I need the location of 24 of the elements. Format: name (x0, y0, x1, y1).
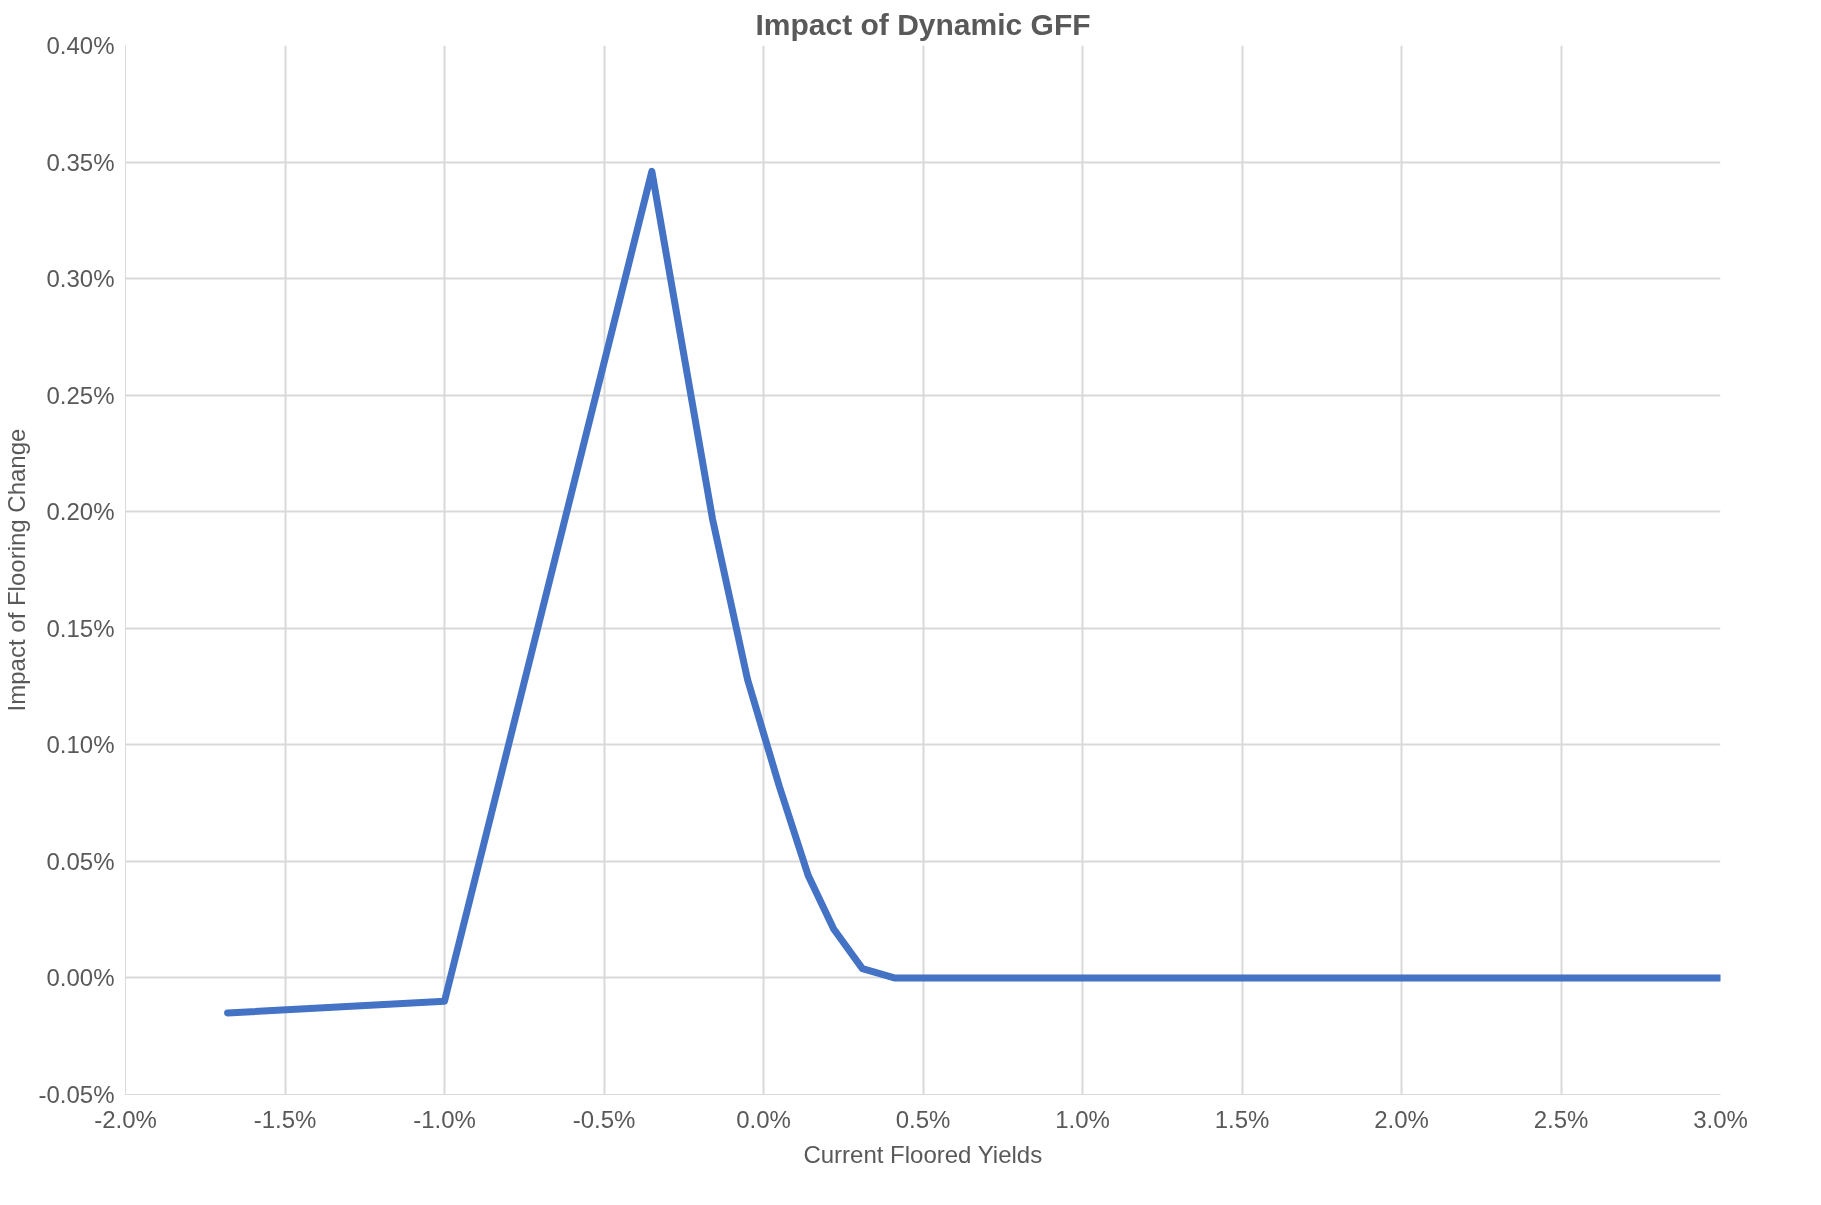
x-tick-label: -1.5% (253, 1105, 317, 1133)
x-tick-label: 0.5% (895, 1105, 951, 1133)
x-tick-label: -0.5% (572, 1105, 636, 1133)
y-tick-label: 0.30% (46, 265, 115, 293)
y-tick-label: 0.35% (46, 148, 115, 176)
x-tick-label: 2.0% (1374, 1105, 1429, 1133)
x-tick-label: -2.0% (94, 1105, 157, 1133)
x-tick-label: 1.5% (1214, 1105, 1270, 1133)
y-tick-label: 0.25% (46, 381, 115, 409)
chart-title: Impact of Dynamic GFF (755, 7, 1091, 41)
y-tick-label: 0.00% (46, 964, 115, 992)
y-tick-label: 0.10% (46, 731, 115, 759)
y-tick-label: 0.05% (46, 847, 115, 875)
x-tick-label: 2.5% (1533, 1105, 1589, 1133)
x-tick-label: 0.0% (736, 1105, 791, 1133)
x-tick-label: -1.0% (413, 1105, 476, 1133)
y-tick-label: 0.40% (46, 32, 115, 59)
y-tick-label: 0.15% (46, 614, 115, 642)
x-axis-title: Current Floored Yields (803, 1140, 1043, 1168)
y-tick-label: 0.20% (46, 498, 115, 526)
x-tick-label: 3.0% (1693, 1105, 1748, 1133)
y-tick-label: -0.05% (38, 1081, 115, 1108)
x-tick-label: 1.0% (1055, 1105, 1110, 1133)
y-axis-title: Impact of Flooring Change (3, 428, 31, 712)
